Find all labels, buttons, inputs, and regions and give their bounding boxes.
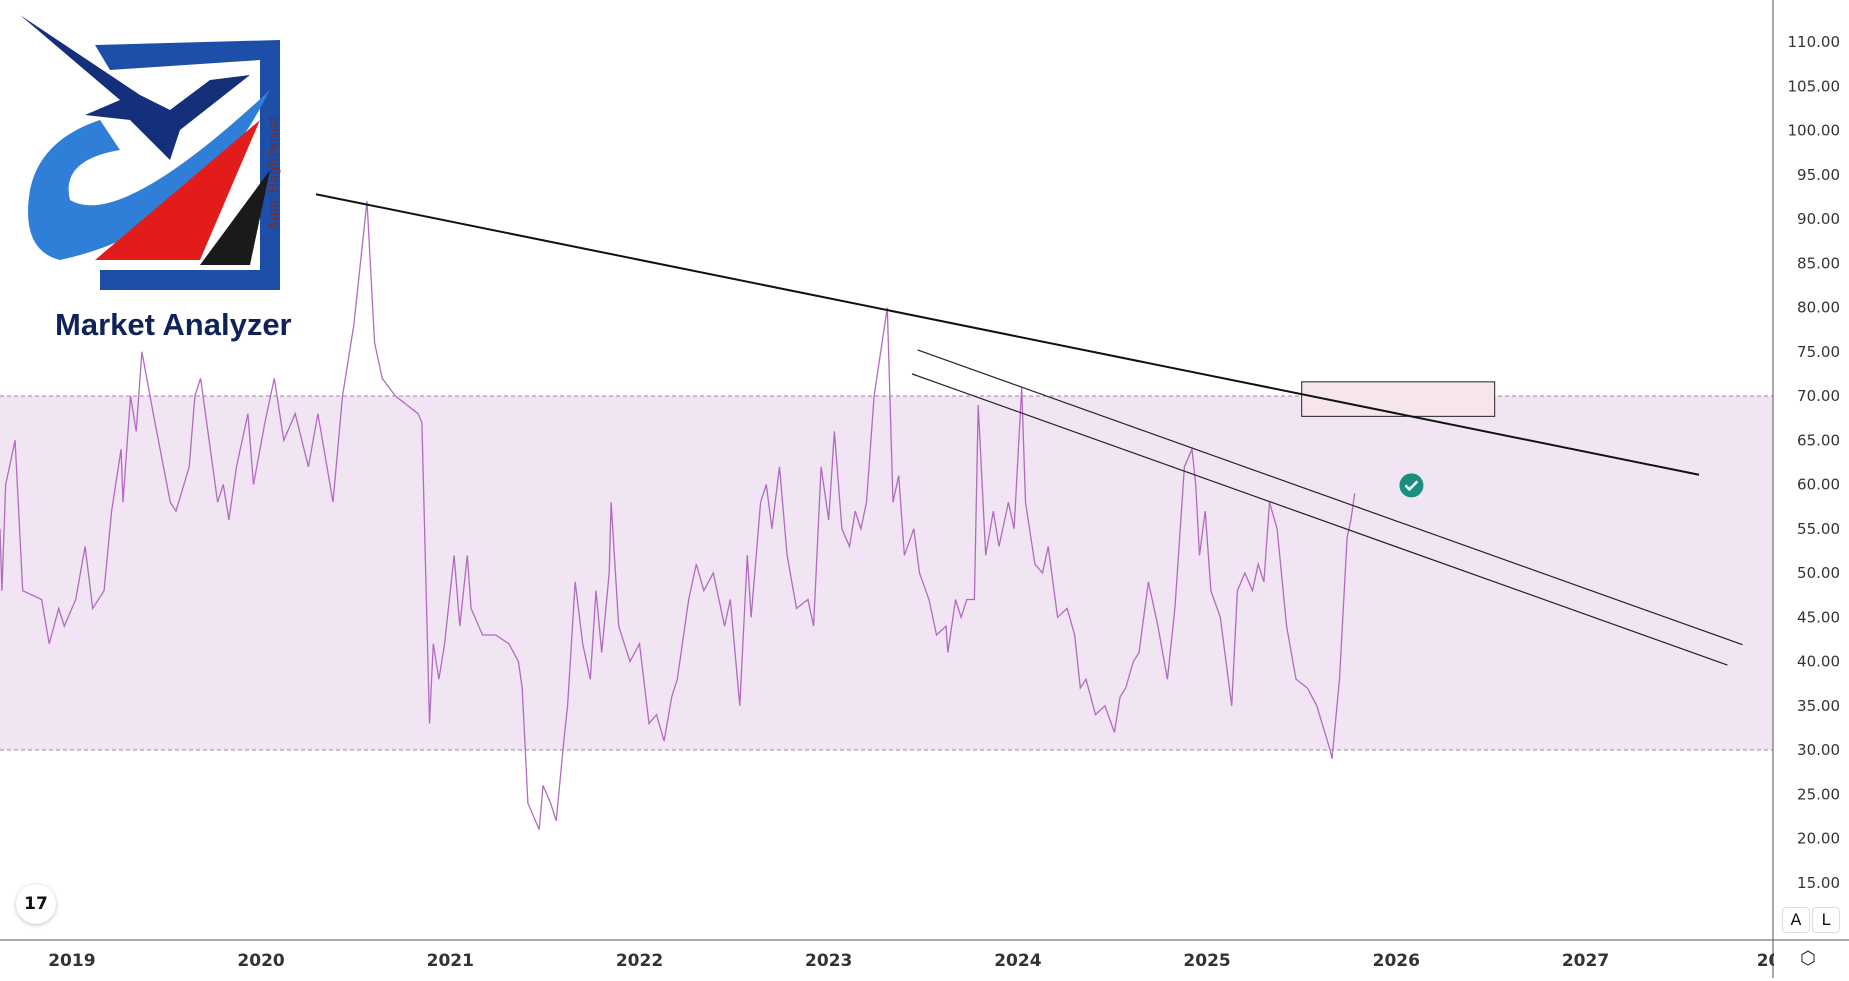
target-zone-rectangle: [1301, 381, 1496, 417]
trendline-lower-channel: [911, 373, 1728, 666]
x-tick-label: 2024: [994, 951, 1041, 971]
logo-title: Market Analyzer: [55, 307, 292, 342]
eagle-logo-icon: Amir HaghParast Market Analyzer: [20, 15, 292, 342]
rsi-band: [0, 396, 1773, 750]
y-tick-label: 100.00: [1788, 122, 1841, 140]
check-mark: [1404, 480, 1419, 492]
rsi-line: [0, 201, 1356, 830]
x-tick-label: 2019: [48, 951, 95, 971]
settings-hexagon-icon[interactable]: ⬡: [1800, 948, 1816, 969]
x-tick-label: 2020: [237, 951, 284, 971]
y-tick-label: 35.00: [1797, 697, 1840, 715]
y-tick-label: 95.00: [1797, 166, 1840, 184]
y-tick-label: 20.00: [1797, 830, 1840, 848]
trendline-upper-channel: [917, 349, 1743, 646]
y-tick-label: 55.00: [1797, 520, 1840, 538]
x-tick-label: 2022: [616, 951, 663, 971]
y-tick-label: 70.00: [1797, 387, 1840, 405]
x-tick-label: 2023: [805, 951, 852, 971]
tradingview-logo-icon[interactable]: 17: [16, 884, 56, 924]
y-tick-label: 40.00: [1797, 653, 1840, 671]
check-marker-icon: [1399, 473, 1424, 498]
log-scale-button[interactable]: L: [1812, 907, 1840, 933]
y-tick-label: 25.00: [1797, 785, 1840, 803]
y-tick-label: 65.00: [1797, 431, 1840, 449]
y-tick-label: 105.00: [1788, 77, 1841, 95]
y-tick-label: 45.00: [1797, 608, 1840, 626]
axis-corner: [1774, 941, 1849, 981]
auto-scale-button[interactable]: A: [1782, 907, 1810, 933]
y-tick-label: 75.00: [1797, 343, 1840, 361]
time-axis: [0, 940, 1849, 981]
market-analyzer-logo: Amir HaghParast Market Analyzer: [0, 0, 315, 350]
y-tick-label: 50.00: [1797, 564, 1840, 582]
logo-signature: Amir HaghParast: [267, 115, 282, 231]
y-tick-label: 60.00: [1797, 476, 1840, 494]
price-axis: [1773, 0, 1849, 981]
x-tick-label: 2025: [1183, 951, 1230, 971]
x-tick-label: 2021: [427, 951, 474, 971]
y-tick-label: 30.00: [1797, 741, 1840, 759]
y-tick-label: 110.00: [1788, 33, 1841, 51]
check-circle: [1399, 473, 1424, 498]
y-tick-label: 85.00: [1797, 254, 1840, 272]
y-tick-label: 80.00: [1797, 299, 1840, 317]
x-tick-label: 2026: [1373, 951, 1420, 971]
x-tick-label: 2027: [1562, 951, 1609, 971]
y-tick-label: 90.00: [1797, 210, 1840, 228]
y-tick-label: 15.00: [1797, 874, 1840, 892]
trendline-main-resistance: [315, 193, 1700, 476]
